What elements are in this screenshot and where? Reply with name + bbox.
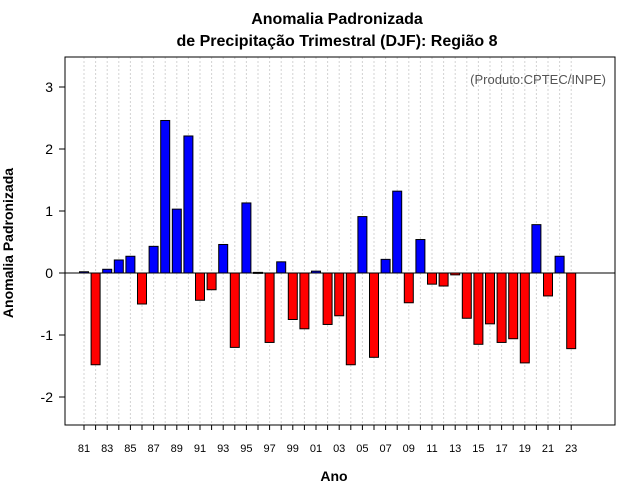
bar-2022	[554, 255, 565, 274]
x-tick-label: 93	[217, 443, 229, 455]
x-tick-label: 05	[356, 443, 368, 455]
bar-2023	[566, 272, 577, 350]
bar-1999	[287, 272, 298, 320]
x-axis-title: Ano	[320, 468, 347, 484]
bar-1989	[171, 208, 182, 274]
bar-1988	[160, 119, 171, 274]
bar-1984	[113, 259, 124, 274]
bar-2008	[392, 190, 403, 274]
bar-1985	[125, 255, 136, 274]
bar-2016	[485, 272, 495, 325]
x-tick-label: 19	[519, 443, 531, 455]
x-tick-label: 83	[101, 443, 113, 455]
x-tick-label: 95	[240, 443, 252, 455]
bar-1995	[241, 202, 252, 274]
bar-1993	[218, 243, 229, 274]
bar-2020	[531, 224, 542, 274]
bar-2006	[369, 272, 379, 358]
bar-2004	[345, 272, 356, 366]
bar-1992	[206, 272, 217, 291]
bar-1991	[195, 272, 205, 301]
bar-2010	[415, 239, 426, 274]
y-axis: -2 -1 0 1 2 3	[41, 79, 65, 405]
source-annotation: (Produto:CPTEC/INPE)	[470, 72, 606, 87]
bar-2003	[334, 272, 345, 317]
bar-2021	[543, 272, 553, 297]
x-tick-label: 21	[542, 443, 554, 455]
bar-2019	[519, 272, 530, 364]
bar-2002	[322, 272, 333, 325]
x-tick-label: 01	[310, 443, 322, 455]
grid	[83, 57, 572, 425]
bar-2005	[357, 216, 368, 274]
bar-2009	[403, 272, 414, 304]
bar-2011	[427, 272, 437, 285]
x-tick-label: 15	[472, 443, 484, 455]
y-tick-label: -2	[41, 389, 54, 405]
bar-1997	[264, 272, 275, 343]
bar-1990	[183, 135, 194, 274]
y-tick-label: 1	[45, 203, 53, 219]
x-tick-label: 89	[171, 443, 183, 455]
bar-2017	[496, 272, 507, 343]
chart-title-line2: de Precipitação Trimestral (DJF): Região…	[177, 33, 498, 50]
bar-2015	[473, 272, 484, 345]
bars	[79, 119, 577, 366]
bar-1986	[137, 272, 147, 305]
plot-frame	[64, 56, 616, 426]
bar-2000	[299, 272, 310, 330]
bar-2014	[461, 272, 472, 319]
x-tick-label: 87	[147, 443, 159, 455]
x-tick-label: 97	[263, 443, 275, 455]
bar-1982	[90, 272, 101, 366]
bar-2012	[438, 272, 449, 287]
y-axis-title: Anomalia Padronizada	[0, 168, 16, 318]
x-tick-label: 23	[565, 443, 577, 455]
x-tick-label: 81	[78, 443, 90, 455]
x-tick-label: 03	[333, 443, 345, 455]
bar-1994	[229, 272, 240, 348]
x-tick-label: 09	[403, 443, 415, 455]
chart-title-line1: Anomalia Padronizada	[251, 11, 423, 28]
x-tick-label: 11	[426, 443, 437, 455]
y-tick-label: -1	[41, 327, 54, 343]
bar-1983	[102, 268, 113, 274]
x-axis: 81 83 85 87 89 91 93 95 97 99 01 03 05 07 09 11 13 15 17 19…	[78, 425, 577, 455]
y-tick-label: 2	[45, 141, 53, 157]
x-tick-label: 91	[194, 443, 206, 455]
x-tick-label: 17	[495, 443, 507, 455]
bar-1987	[148, 245, 159, 274]
bar-2018	[508, 272, 519, 340]
x-tick-label: 85	[124, 443, 136, 455]
x-tick-label: 99	[287, 443, 299, 455]
x-tick-label: 07	[379, 443, 391, 455]
y-tick-label: 0	[45, 265, 53, 281]
bar-1998	[276, 261, 287, 274]
y-tick-label: 3	[45, 79, 53, 95]
bar-2007	[380, 258, 391, 274]
x-tick-label: 13	[449, 443, 461, 455]
